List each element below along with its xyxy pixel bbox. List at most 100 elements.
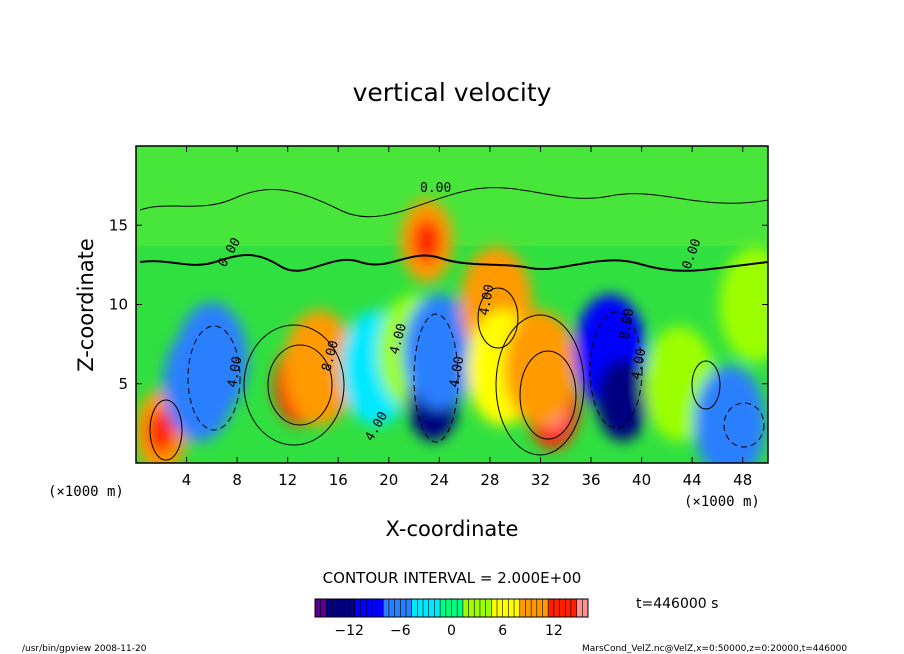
colorbar-tick-label: 0 [447,623,456,639]
y-unit-label: (×1000 m) [684,494,760,510]
y-tick-label: 10 [109,296,128,314]
colorbar-swatch [434,599,441,617]
y-tick-label: 5 [118,375,128,393]
x-tick-label: 32 [531,471,550,489]
colorbar-swatch [423,599,430,617]
colorbar-swatch [371,599,378,617]
colorbar-swatch [468,599,475,617]
colorbar-swatch [360,599,367,617]
colorbar-swatch [502,599,509,617]
colorbar-swatch [388,599,395,617]
contour-interval: CONTOUR INTERVAL = 2.000E+00 [323,569,582,587]
x-axis-title: X-coordinate [386,517,519,541]
plot-area [136,146,768,463]
colorbar-swatch [326,599,333,617]
upper-field [136,146,768,246]
colorbar-swatch [570,599,577,617]
x-tick-label: 16 [329,471,348,489]
colorbar-swatch [531,599,538,617]
x-tick-label: 48 [733,471,752,489]
contour-cell-6 [477,287,519,349]
colorbar-swatch [514,599,521,617]
colorbar-swatch [428,599,435,617]
colorbar-swatch [525,599,532,617]
x-tick-label: 4 [182,471,192,489]
contour-zero-line [139,254,768,272]
colorbar-swatch [519,599,526,617]
colorbar-swatch [451,599,458,617]
colorbar-swatch [553,599,560,617]
colorbar-swatch [377,599,384,617]
colorbar-swatch [536,599,543,617]
footer-left: /usr/bin/gpview 2008-11-20 [22,644,147,654]
colorbar-swatch [462,599,469,617]
x-axis: 4 8 12 16 20 24 28 32 36 40 44 48 [182,146,752,489]
colorbar-tick-label: 12 [545,623,563,639]
contour-labels: 0.00 0.00 0.00 4.00 4.00 4.00 4.00 4.00 … [215,181,704,444]
contour-cell-1 [149,399,183,461]
colorbar-swatch [479,599,486,617]
x-tick-label: 24 [430,471,449,489]
colorbar-swatch [394,599,401,617]
colorbar-swatch [474,599,481,617]
colorbar-swatch [320,599,327,617]
velocity-cell [719,246,768,363]
contour-lines [139,187,768,461]
colorbar [314,598,589,618]
time-label: t=446000 s [636,596,718,612]
chart-title: vertical velocity [353,78,552,107]
colorbar-swatch [576,599,583,617]
x-tick-label: 28 [480,471,499,489]
colorbar-ticks: −12 −6 0 6 12 [334,623,562,639]
velocity-cell [283,310,356,426]
x-tick-label: 12 [278,471,297,489]
colorbar-swatch [485,599,492,617]
colorbar-swatch [400,599,407,617]
colorbar-tick-label: 6 [498,623,507,639]
colorbar-swatch [582,599,589,617]
contour-zero-line-upper [139,187,768,218]
velocity-cell-core [412,219,441,264]
x-unit-label: (×1000 m) [48,484,124,500]
colorbar-swatch [332,599,339,617]
y-axis-title: Z-coordinate [74,238,98,372]
contour-cell-neg-2 [413,313,459,443]
colorbar-swatch [406,599,412,617]
contour-cell-neg-4 [723,402,765,448]
colorbar-swatch [508,599,515,617]
colorbar-swatch [343,599,350,617]
contour-cell-neg-1 [187,325,241,431]
contour-cell-2 [243,324,345,446]
colorbar-frame [314,598,589,618]
colorbar-swatch [559,599,566,617]
contour-label: 4.00 [477,283,497,316]
colorbar-swatch [491,599,498,617]
colorbar-swatch [548,599,555,617]
colorbar-swatch [445,599,452,617]
contour-label: 4.00 [629,347,649,380]
velocity-cell-core [608,377,637,422]
colorbar-swatch [542,599,549,617]
colorbar-swatch [383,599,390,617]
colorbar-tick-label: −6 [390,623,411,639]
colorbar-swatch [417,599,424,617]
colorbar-swatch [411,599,418,617]
colorbar-swatch [315,599,321,617]
contour-label: 8.00 [617,307,637,340]
x-tick-label: 40 [632,471,651,489]
contour-cell-7 [691,360,721,410]
x-tick-label: 8 [232,471,242,489]
colorbar-swatch [457,599,464,617]
colorbar-tick-label: −12 [334,623,364,639]
velocity-cell [504,310,577,426]
velocity-cell [694,365,767,463]
y-tick-label: 15 [109,216,128,234]
colorbar-swatch [366,599,373,617]
contour-cell-5 [519,350,577,440]
velocity-cell [175,302,248,418]
y-axis: 5 10 15 [109,216,768,393]
x-tick-label: 20 [379,471,398,489]
colorbar-swatch [349,599,356,617]
velocity-cells [136,199,768,463]
